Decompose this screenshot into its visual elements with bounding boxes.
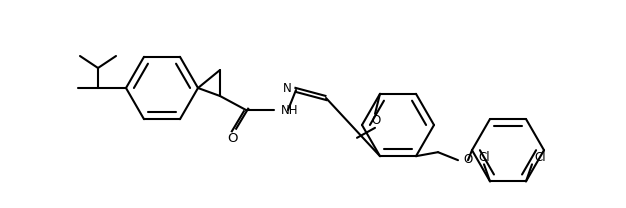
Text: Cl: Cl (534, 151, 546, 164)
Text: O: O (371, 114, 381, 127)
Text: NH: NH (281, 104, 299, 118)
Text: O: O (463, 153, 472, 166)
Text: O: O (227, 131, 237, 145)
Text: Cl: Cl (478, 151, 490, 164)
Text: N: N (283, 82, 292, 94)
